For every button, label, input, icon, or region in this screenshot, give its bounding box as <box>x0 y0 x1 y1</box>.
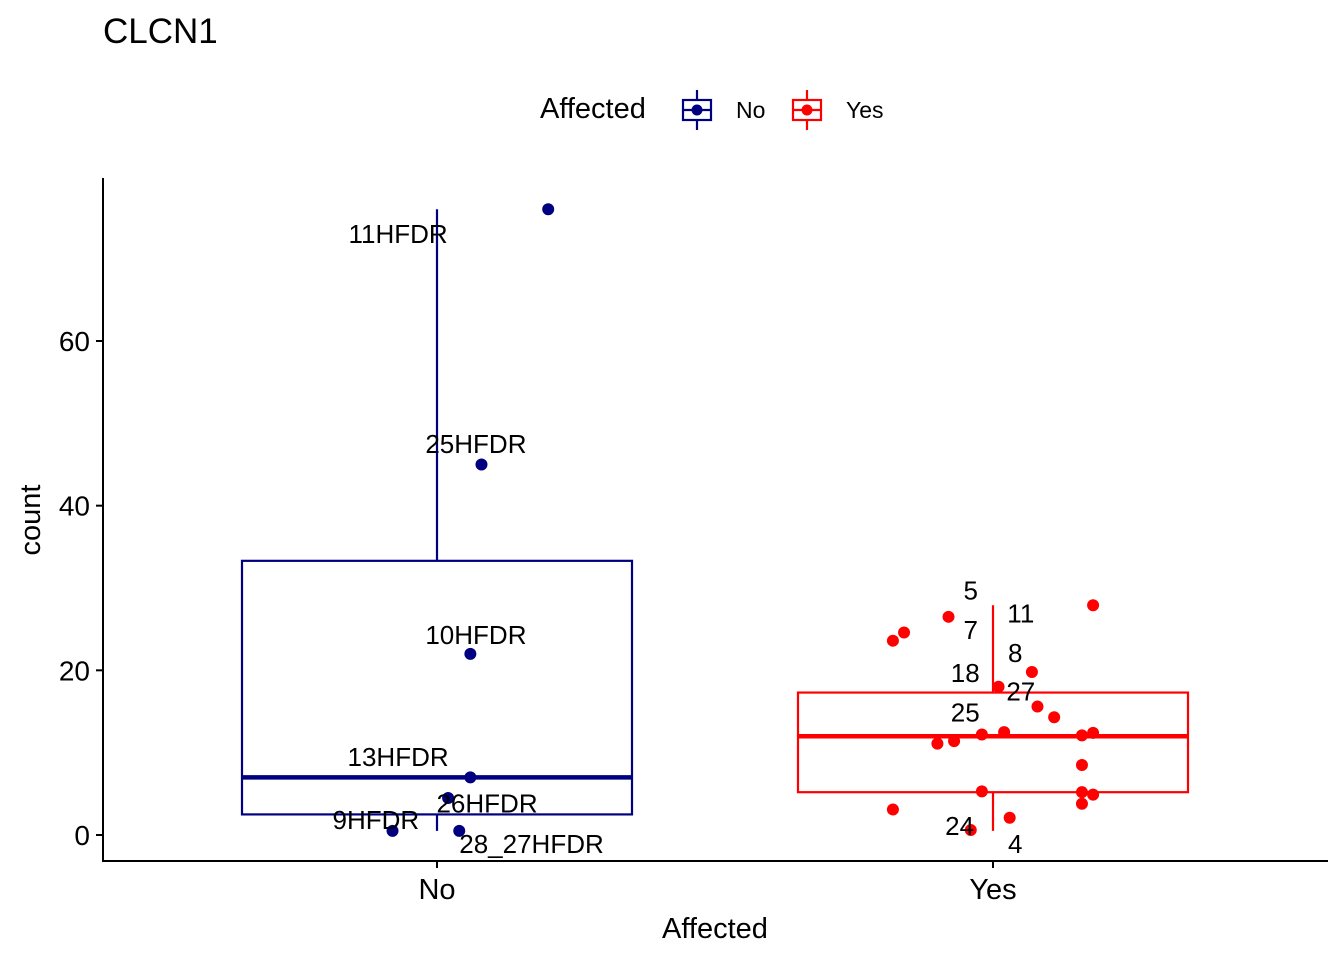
data-point-yes <box>1075 786 1088 799</box>
point-label: 25HFDR <box>425 429 526 459</box>
point-label: 8 <box>1008 638 1022 668</box>
legend-title: Affected <box>540 93 646 125</box>
data-point-yes <box>1031 700 1044 713</box>
data-point-yes <box>886 803 899 816</box>
data-point-yes <box>1075 729 1088 742</box>
data-point-yes <box>975 785 988 798</box>
data-point-yes <box>1075 759 1088 772</box>
point-label: 7 <box>964 615 978 645</box>
data-point-yes <box>1087 788 1100 801</box>
data-point-yes <box>1087 726 1100 739</box>
y-tick-label: 20 <box>59 655 90 686</box>
data-point-yes <box>886 634 899 647</box>
legend-item-no: No <box>681 90 765 130</box>
data-point-yes <box>898 626 911 639</box>
data-point-yes <box>1075 797 1088 810</box>
legend-key-point <box>691 104 703 116</box>
chart-title: CLCN1 <box>103 12 218 51</box>
point-label: 27 <box>1006 677 1035 707</box>
x-axis-label: Affected <box>662 913 768 945</box>
data-point-yes <box>992 680 1005 693</box>
y-tick-label: 60 <box>59 326 90 357</box>
box <box>796 691 1190 794</box>
data-point-no <box>464 647 477 660</box>
point-label: 26HFDR <box>436 789 537 819</box>
point-label: 5 <box>964 575 978 605</box>
point-label: 4 <box>1008 829 1022 859</box>
point-label: 18 <box>951 658 980 688</box>
x-tick-label: No <box>418 874 455 906</box>
data-point-no <box>442 791 455 804</box>
legend: Affected No Yes <box>540 90 884 130</box>
point-label: 9HFDR <box>333 805 420 835</box>
data-point-yes <box>1048 711 1061 724</box>
boxplot-yes <box>796 605 1190 831</box>
y-axis-label: count <box>15 485 47 556</box>
data-point-yes <box>948 735 961 748</box>
data-point-yes <box>1003 811 1016 824</box>
point-label: 10HFDR <box>425 620 526 650</box>
point-label: 25 <box>951 697 980 727</box>
point-label: 13HFDR <box>348 742 449 772</box>
data-point-no <box>464 771 477 784</box>
data-point-no <box>542 203 555 216</box>
legend-item-yes: Yes <box>791 90 884 130</box>
data-point-yes <box>998 726 1011 739</box>
boxplot-no <box>240 209 634 831</box>
data-point-yes <box>942 610 955 623</box>
data-point-yes <box>975 728 988 741</box>
point-label: 28_27HFDR <box>459 829 604 859</box>
point-label: 11HFDR <box>348 219 447 249</box>
data-point-yes <box>1025 665 1038 678</box>
box <box>240 559 634 816</box>
y-tick-label: 0 <box>74 820 90 851</box>
point-label: 24 <box>945 811 974 841</box>
legend-label: No <box>736 97 765 123</box>
data-point-yes <box>964 824 977 837</box>
data-point-yes <box>931 737 944 750</box>
legend-label: Yes <box>846 97 884 123</box>
x-tick-label: Yes <box>969 874 1016 906</box>
data-point-no <box>475 458 488 471</box>
point-label: 11 <box>1007 599 1034 629</box>
data-point-yes <box>1087 599 1100 612</box>
legend-key-point <box>801 104 813 116</box>
data-point-no <box>386 824 399 837</box>
data-point-no <box>453 824 466 837</box>
y-tick-label: 40 <box>59 491 90 522</box>
